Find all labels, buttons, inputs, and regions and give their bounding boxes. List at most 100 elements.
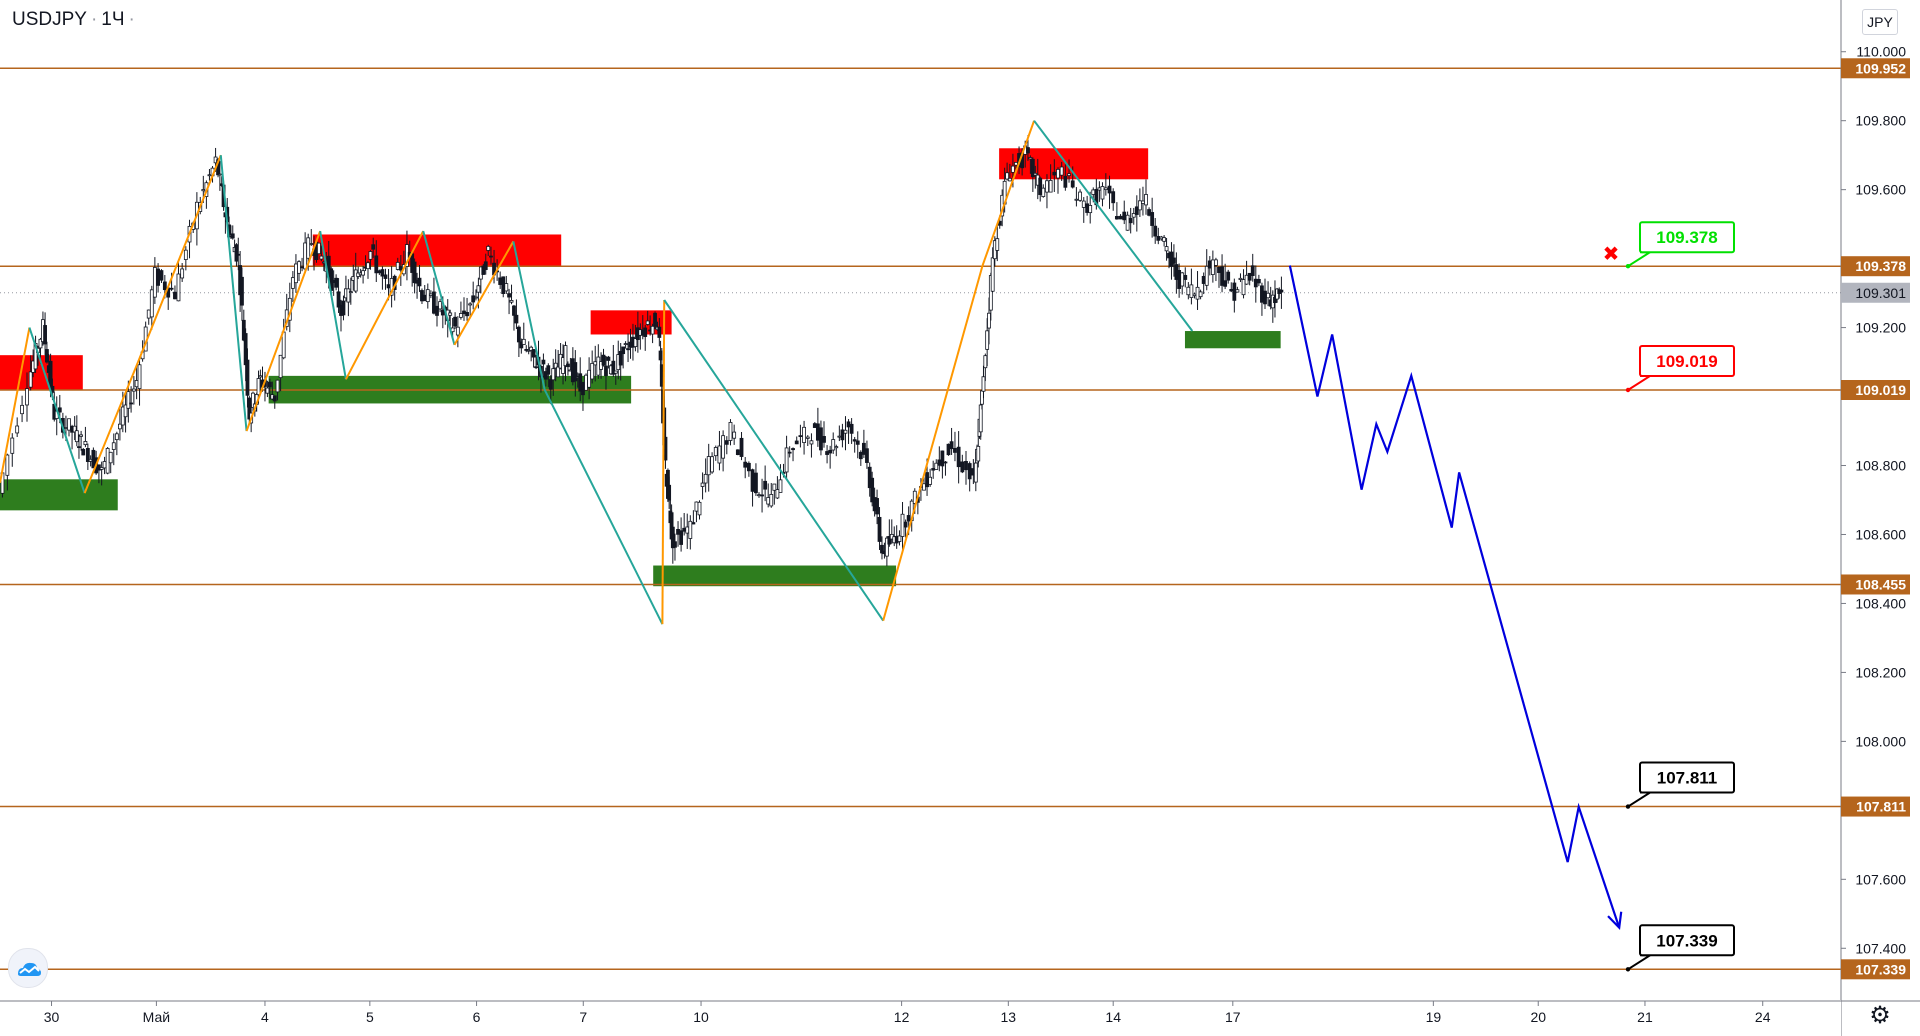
zigzag-segment-14 [882,265,984,621]
zigzag-segment-8 [422,230,456,346]
callout-text-2: 107.811 [1657,769,1718,788]
candle-body [867,466,872,489]
candle-body [471,295,476,303]
price-axis-bg [1841,0,1920,1036]
level-label-bg-1 [1841,256,1910,277]
candle-body [700,482,705,487]
candle-body [428,293,433,296]
candle-body [728,422,733,441]
callout-box-0 [1639,221,1735,254]
x-tick-label-3: 5 [366,1009,374,1025]
candle-body [973,462,978,483]
candle-body [118,423,122,430]
candle-body [621,346,626,355]
candle-body [108,451,113,464]
candle-body [987,312,991,329]
candle-body [1220,266,1224,286]
candle-body [822,436,826,443]
candle-body [1137,200,1142,211]
candle-body [1201,275,1206,284]
candle-body [1111,191,1116,204]
candle-body [412,261,417,284]
zigzag-layer [0,120,1194,625]
level-label-bg-5 [1841,959,1910,980]
candle-body [633,338,638,348]
candle-body [486,246,491,251]
candle-body [48,360,53,390]
candle-body [377,270,382,274]
candle-body [217,173,222,176]
candle-body [1103,187,1108,191]
currency-button[interactable]: JPY [1862,9,1898,35]
candle-body [258,375,263,378]
candle-body [688,520,693,539]
zigzag-segment-15 [981,120,1036,266]
candle-body [20,404,24,415]
candle-body [417,277,422,287]
candle-body [366,262,370,270]
candle-body [386,284,391,289]
candle-body [978,404,983,433]
candle-body [111,442,116,450]
candle-body [657,326,662,338]
cloud-glyph [18,962,41,976]
demand-zone-1 [0,479,118,511]
candle-body [507,293,511,298]
candle-body [877,516,882,542]
level-label-bg-2 [1841,380,1910,400]
callout-pointer-2 [1627,791,1654,808]
level-label-bg-3 [1841,574,1910,595]
candle-body [1005,172,1009,180]
candle-body [353,269,358,292]
candle-body [995,238,1000,251]
candle-body [1177,270,1182,289]
candle-body [849,423,854,434]
candle-body [964,460,968,471]
candle-body [348,291,353,293]
candle-body [156,268,160,286]
candle-body [245,359,250,396]
x-tick-label-5: 7 [579,1009,587,1025]
candle-body [1056,169,1060,179]
level-label-5: 107.339 [1855,961,1906,977]
candle-body [290,277,295,289]
candle-body [673,541,677,548]
cloud-logo-icon[interactable] [8,948,48,988]
candle-body [459,313,463,318]
candle-body [159,270,164,281]
y-tick-label-9: 107.600 [1855,871,1906,887]
candle-body [432,291,436,314]
candle-body [1198,291,1203,298]
symbol-name: USDJPY [12,9,87,30]
candle-body [861,442,866,455]
candle-body [72,425,77,433]
symbol-title[interactable]: USDJPY · 1Ч · [12,9,139,31]
candle-body [697,501,702,516]
candle-body [371,244,376,250]
y-tick-label-7: 108.200 [1855,664,1906,680]
candle-body [465,312,469,317]
supply-zone-2 [312,234,562,266]
forecast-layer [1288,265,1623,930]
candle-body [887,536,892,545]
candle-body [236,253,241,256]
candle-body [1028,157,1033,160]
candle-body [581,382,585,396]
candle-body [1263,290,1267,305]
candle-body [129,402,134,405]
candle-body [985,330,990,350]
candle-body [1156,236,1161,241]
candle-body [1011,165,1015,173]
candle-body [149,289,154,318]
candle-body [1210,259,1215,275]
gear-icon[interactable]: ⚙ [1869,1002,1891,1029]
candle-body [1085,203,1090,213]
candle-body [543,371,548,380]
candle-body [769,494,774,507]
level-label-1: 109.378 [1855,258,1906,274]
candle-body [383,274,388,279]
candle-body [1189,284,1194,298]
candle-body [67,418,71,431]
candle-body [435,305,439,316]
